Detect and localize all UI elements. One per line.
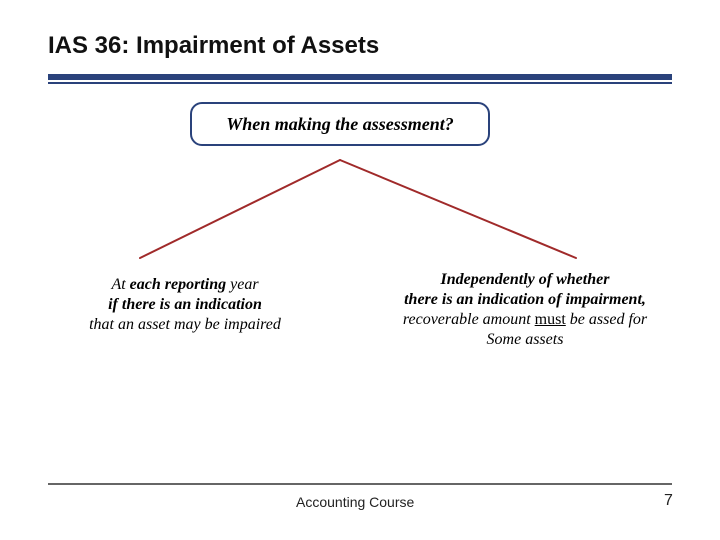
branch-right-line2: there is an indication of impairment, — [370, 290, 680, 310]
connector-right — [340, 160, 576, 258]
branch-right-line4: Some assets — [370, 330, 680, 350]
branch-right-l3-must: must — [535, 311, 566, 328]
slide: IAS 36: Impairment of Assets When making… — [0, 0, 720, 540]
branch-left-l3: that an asset may be impaired — [89, 316, 281, 333]
question-box: When making the assessment? — [190, 102, 490, 146]
branch-right-line3: recoverable amount must be assed for — [370, 310, 680, 330]
footer-rule — [48, 483, 672, 485]
title-underline-thick — [48, 74, 672, 80]
branch-left-l1-pre: At — [111, 276, 129, 293]
question-text: When making the assessment? — [226, 114, 454, 135]
branch-left-l1-bold: each reporting — [130, 276, 226, 293]
branch-right-line1: Independently of whether — [370, 270, 680, 290]
branch-left: At each reporting year if there is an in… — [60, 275, 310, 335]
slide-title: IAS 36: Impairment of Assets — [48, 32, 379, 60]
branch-left-line1: At each reporting year — [60, 275, 310, 295]
branch-left-line3: that an asset may be impaired — [60, 315, 310, 335]
title-underline-thin — [48, 82, 672, 84]
branch-right-l4: Some assets — [487, 331, 564, 348]
connector-left — [140, 160, 340, 258]
page-number: 7 — [664, 492, 673, 510]
branch-right-l3-post: be assed for — [566, 311, 647, 328]
branch-right-l2: there is an indication of impairment, — [404, 291, 646, 308]
branch-right-l1: Independently of whether — [441, 271, 610, 288]
branch-left-line2: if there is an indication — [60, 295, 310, 315]
branch-left-l1-post: year — [226, 276, 258, 293]
branch-right-l3-pre: recoverable amount — [403, 311, 535, 328]
branch-left-l2: if there is an indication — [108, 296, 262, 313]
branch-right: Independently of whether there is an ind… — [370, 270, 680, 350]
footer-course: Accounting Course — [296, 494, 414, 510]
